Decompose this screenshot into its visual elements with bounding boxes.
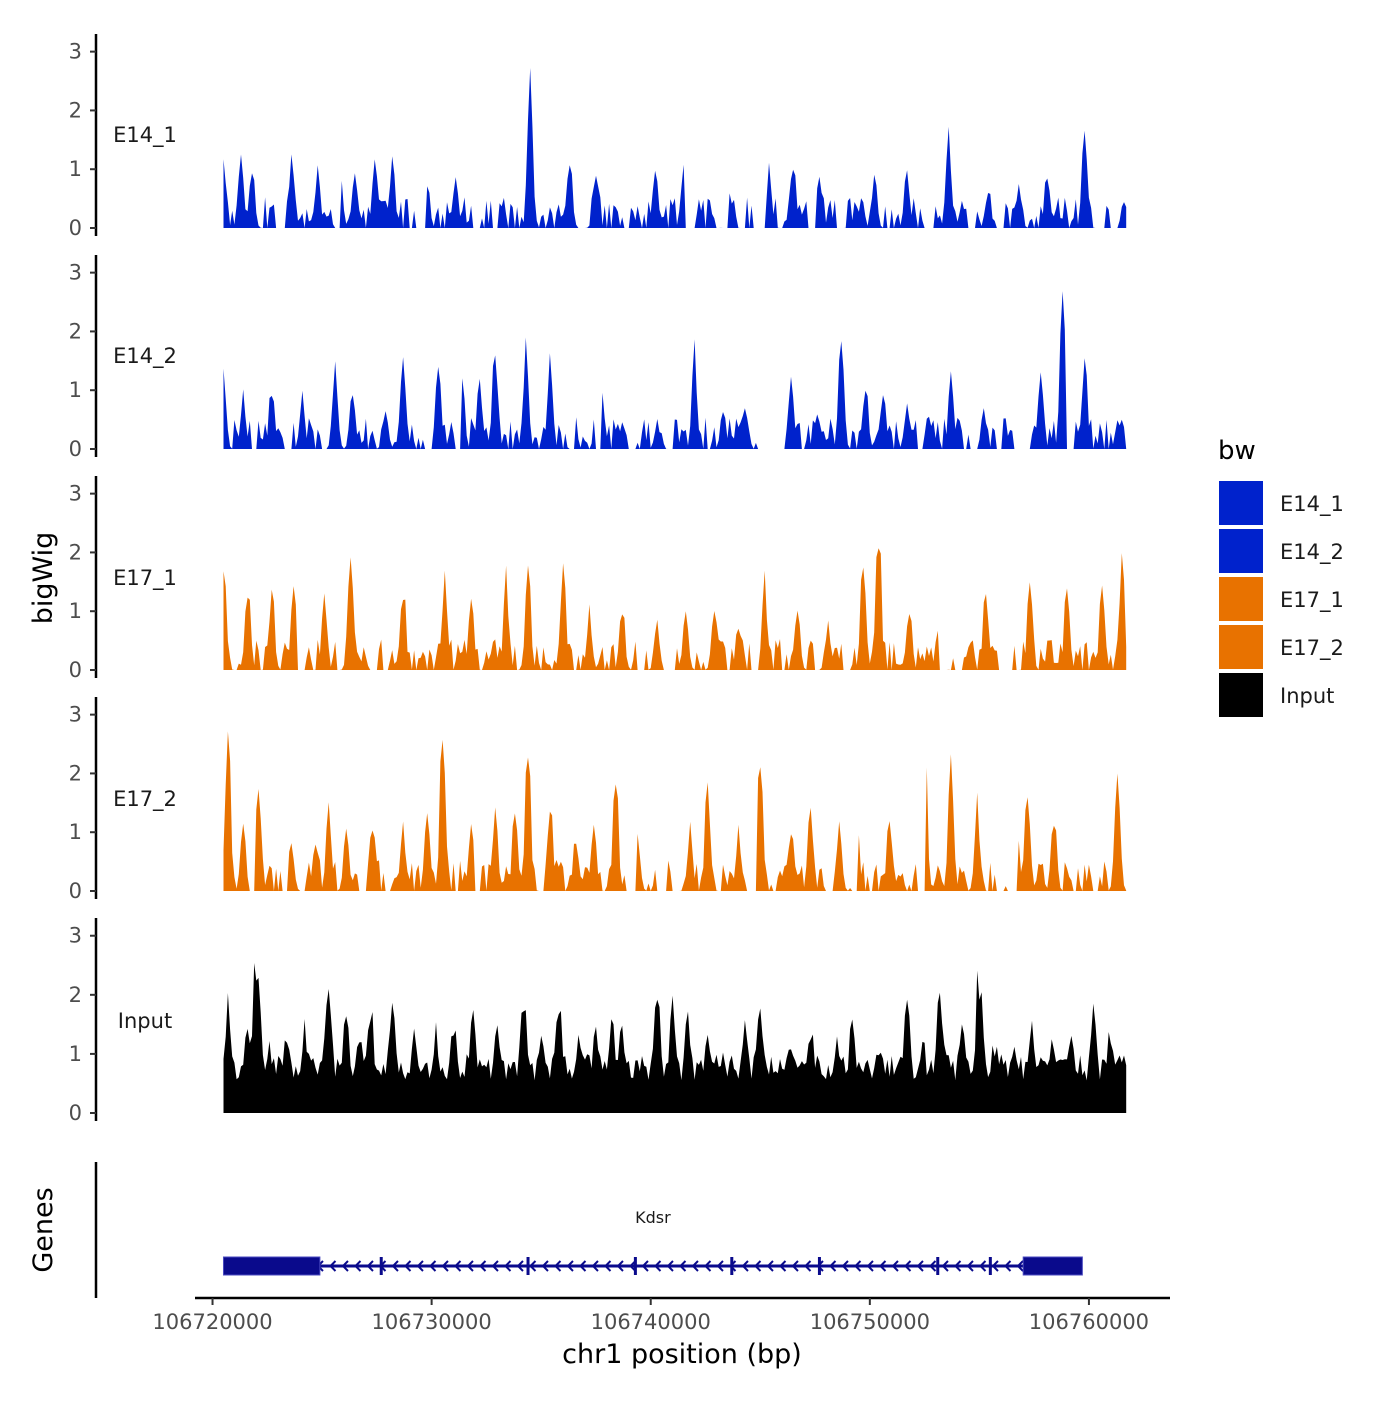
x-tick-label: 106760000 bbox=[1029, 1310, 1149, 1334]
y-ticks: 0 1 2 3 bbox=[69, 40, 96, 240]
series-area-e14-1 bbox=[224, 68, 1127, 228]
series-area-e17-2 bbox=[224, 731, 1127, 891]
y-tick-label: 1 bbox=[69, 378, 82, 402]
gene-utr-block bbox=[1023, 1257, 1082, 1275]
y-tick-label: 3 bbox=[69, 40, 82, 64]
legend-swatch bbox=[1219, 673, 1263, 717]
x-tick-label: 106730000 bbox=[372, 1310, 492, 1334]
track-label: Input bbox=[118, 1009, 172, 1033]
legend-label: E14_2 bbox=[1280, 540, 1344, 565]
gene-exon bbox=[527, 1257, 530, 1275]
legend-swatch bbox=[1219, 529, 1263, 573]
y-tick-label: 1 bbox=[69, 820, 82, 844]
x-tick-label: 106720000 bbox=[152, 1310, 272, 1334]
legend-label: E17_2 bbox=[1280, 636, 1344, 661]
gene-exon bbox=[634, 1257, 637, 1275]
legend-label: E17_1 bbox=[1280, 588, 1344, 613]
legend-title: bw bbox=[1218, 436, 1256, 466]
gene-exon bbox=[730, 1257, 733, 1275]
y-tick-label: 0 bbox=[69, 437, 82, 461]
series-area-input bbox=[224, 963, 1127, 1113]
legend-label: E14_1 bbox=[1280, 492, 1344, 517]
gene-utr-block bbox=[223, 1257, 319, 1275]
y-tick-label: 3 bbox=[69, 482, 82, 506]
y-tick-label: 3 bbox=[69, 703, 82, 727]
track-panel-e17-2: E17_2 0 1 2 3 bbox=[69, 697, 1127, 903]
x-ticks: 106720000 106730000 106740000 106750000 1067… bbox=[152, 1298, 1149, 1334]
series-area-e14-2 bbox=[224, 291, 1127, 449]
genome-browser-chart: E14_1 0 1 2 3 E14_2 0 1 2 3 E17_1 0 1 2 3 E17_2 0… bbox=[0, 0, 1400, 1400]
x-axis: 106720000 106730000 106740000 106750000 1067… bbox=[152, 1298, 1170, 1370]
track-label: E14_2 bbox=[113, 344, 177, 369]
track-panel-e17-1: E17_1 0 1 2 3 bbox=[69, 476, 1127, 682]
track-panel-e14-2: E14_2 0 1 2 3 bbox=[69, 255, 1127, 461]
y-ticks: 0 1 2 3 bbox=[69, 482, 96, 682]
y-ticks: 0 1 2 3 bbox=[69, 924, 96, 1125]
y-tick-label: 0 bbox=[69, 879, 82, 903]
gene-label-kdsr: Kdsr bbox=[635, 1208, 671, 1227]
track-panel-input: Input 0 1 2 3 bbox=[69, 918, 1127, 1125]
y-axis-title: bigWig bbox=[28, 532, 59, 625]
x-tick-label: 106750000 bbox=[810, 1310, 930, 1334]
legend: bw E14_1 E14_2 E17_1 E17_2 Input bbox=[1218, 436, 1344, 717]
y-ticks: 0 1 2 3 bbox=[69, 261, 96, 461]
y-tick-label: 2 bbox=[69, 540, 82, 564]
track-label: E17_2 bbox=[113, 787, 177, 812]
y-tick-label: 2 bbox=[69, 98, 82, 122]
genes-panel: Genes Kdsr bbox=[28, 1162, 1082, 1298]
genes-axis-title: Genes bbox=[28, 1187, 59, 1272]
x-tick-label: 106740000 bbox=[591, 1310, 711, 1334]
legend-items: E14_1 E14_2 E17_1 E17_2 Input bbox=[1219, 481, 1344, 717]
legend-label: Input bbox=[1280, 684, 1334, 708]
y-tick-label: 0 bbox=[69, 658, 82, 682]
y-ticks: 0 1 2 3 bbox=[69, 703, 96, 903]
legend-swatch bbox=[1219, 625, 1263, 669]
y-tick-label: 2 bbox=[69, 761, 82, 785]
gene-model-kdsr bbox=[223, 1257, 1082, 1275]
y-tick-label: 2 bbox=[69, 983, 82, 1007]
y-tick-label: 2 bbox=[69, 319, 82, 343]
gene-exon bbox=[989, 1257, 992, 1275]
gene-exon bbox=[936, 1257, 939, 1275]
x-axis-title: chr1 position (bp) bbox=[562, 1339, 802, 1370]
gene-exon bbox=[380, 1257, 383, 1275]
y-tick-label: 3 bbox=[69, 261, 82, 285]
track-label: E17_1 bbox=[113, 566, 177, 591]
legend-swatch bbox=[1219, 577, 1263, 621]
y-tick-label: 3 bbox=[69, 924, 82, 948]
y-tick-label: 1 bbox=[69, 157, 82, 181]
series-area-e17-1 bbox=[224, 548, 1127, 670]
y-tick-label: 0 bbox=[69, 1101, 82, 1125]
gene-exon bbox=[818, 1257, 821, 1275]
track-label: E14_1 bbox=[113, 123, 177, 148]
y-tick-label: 1 bbox=[69, 599, 82, 623]
track-panel-e14-1: E14_1 0 1 2 3 bbox=[69, 34, 1127, 240]
legend-swatch bbox=[1219, 481, 1263, 525]
y-tick-label: 1 bbox=[69, 1042, 82, 1066]
y-tick-label: 0 bbox=[69, 216, 82, 240]
